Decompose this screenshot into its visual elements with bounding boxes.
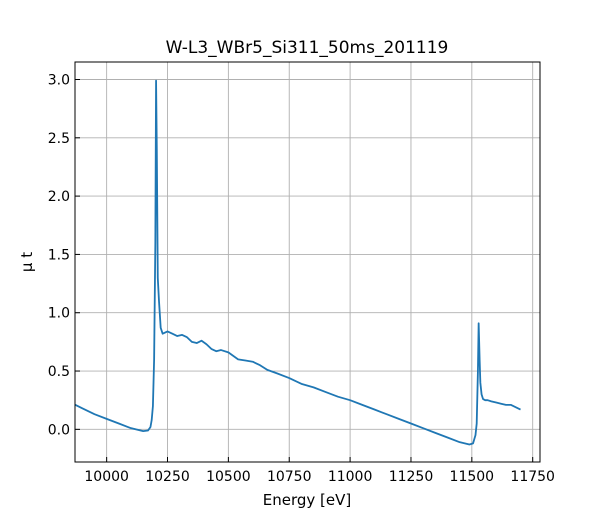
x-tick-label: 10500 — [206, 469, 251, 485]
x-tick-label: 10000 — [84, 469, 129, 485]
tick-layer: 10000 10250 10500 10750 11000 11250 11500 11750… — [48, 72, 555, 485]
y-axis-label: μ t — [18, 252, 36, 272]
y-tick-label: 3.0 — [48, 72, 70, 88]
series-line — [74, 79, 521, 446]
y-tick-label: 1.0 — [48, 306, 70, 322]
x-tick-label: 11500 — [450, 469, 495, 485]
x-tick-label: 11250 — [389, 469, 434, 485]
y-tick-label: 0.0 — [48, 422, 70, 438]
chart-title: W-L3_WBr5_Si311_50ms_201119 — [166, 38, 449, 58]
y-tick-label: 2.5 — [48, 131, 70, 147]
x-tick-label: 10250 — [145, 469, 190, 485]
series-layer — [74, 79, 521, 446]
x-axis-label: Energy [eV] — [263, 491, 351, 509]
y-tick-label: 1.5 — [48, 247, 70, 263]
x-tick-label: 10750 — [267, 469, 312, 485]
x-tick-label: 11000 — [328, 469, 373, 485]
y-tick-label: 0.5 — [48, 364, 70, 380]
x-tick-label: 11750 — [510, 469, 555, 485]
plot-frame — [74, 61, 541, 463]
y-tick-label: 2.0 — [48, 189, 70, 205]
grid-layer — [75, 62, 540, 462]
